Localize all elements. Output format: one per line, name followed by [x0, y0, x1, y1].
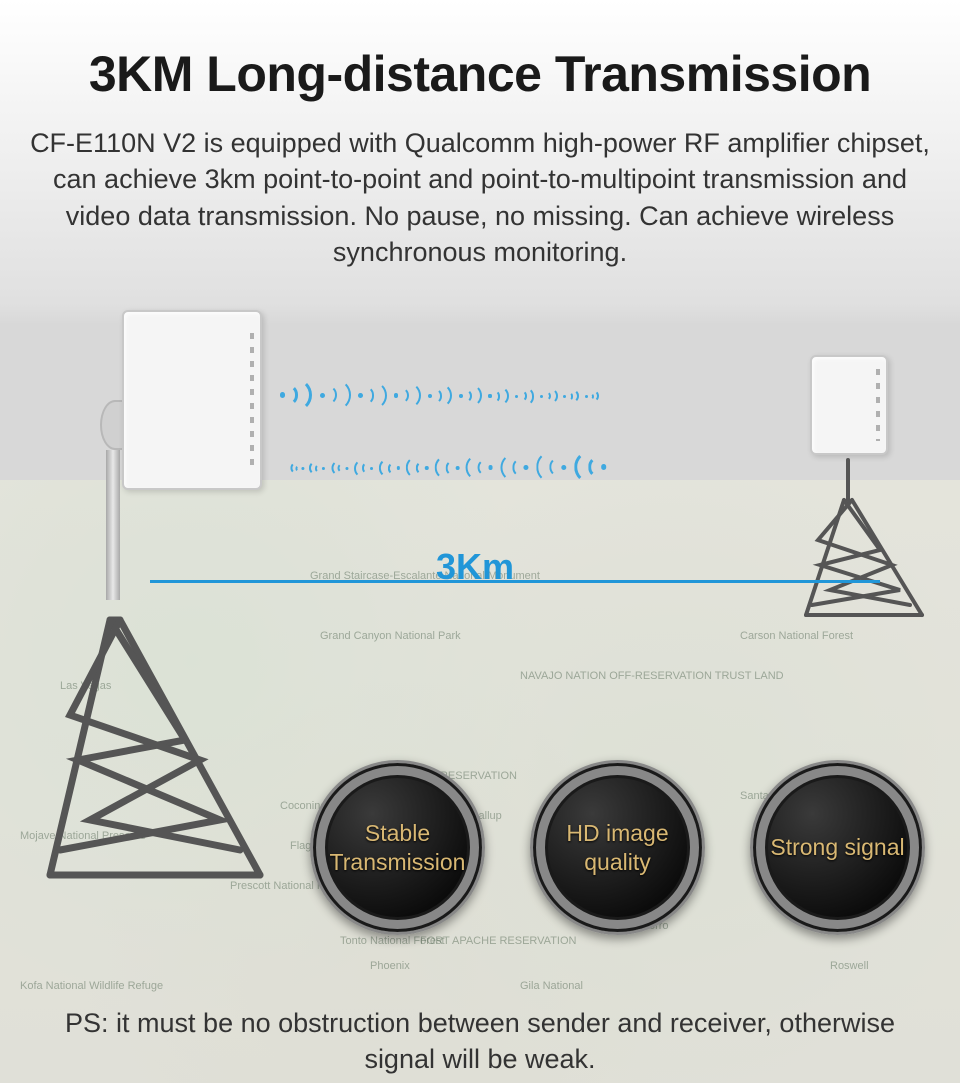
badge-stable: Stable Transmission: [310, 760, 485, 935]
badge-label: Stable Transmission: [313, 819, 482, 877]
mount-pole-left: [106, 450, 120, 600]
transmission-diagram: Grand Staircase-Escalante National Monum…: [0, 300, 960, 1083]
map-label: Gila National: [520, 980, 583, 992]
signal-waves-top: [280, 378, 820, 412]
map-label: Mojave National Preserve: [20, 830, 146, 842]
ps-note: PS: it must be no obstruction between se…: [0, 1005, 960, 1078]
badge-hd: HD image quality: [530, 760, 705, 935]
map-label: Grand Canyon National Park: [320, 630, 461, 642]
map-label: FORT APACHE RESERVATION: [420, 935, 576, 947]
map-label: Carson National Forest: [740, 630, 853, 642]
cpe-device-right: [810, 355, 888, 455]
feature-badges: Stable Transmission HD image quality Str…: [310, 760, 925, 935]
map-label: NAVAJO NATION OFF-RESERVATION TRUST LAND: [520, 670, 784, 682]
description-text: CF-E110N V2 is equipped with Qualcomm hi…: [0, 125, 960, 271]
map-label: Phoenix: [370, 960, 410, 972]
signal-waves-bottom: [290, 450, 810, 484]
page-title: 3KM Long-distance Transmission: [0, 45, 960, 103]
map-label: Roswell: [830, 960, 869, 972]
map-label: Las Vegas: [60, 680, 111, 692]
map-label: Kofa National Wildlife Refuge: [20, 980, 163, 992]
distance-label: 3Km: [430, 546, 520, 588]
badge-label: HD image quality: [533, 819, 702, 877]
cpe-device-left: [122, 310, 262, 490]
badge-label: Strong signal: [770, 833, 904, 862]
badge-signal: Strong signal: [750, 760, 925, 935]
